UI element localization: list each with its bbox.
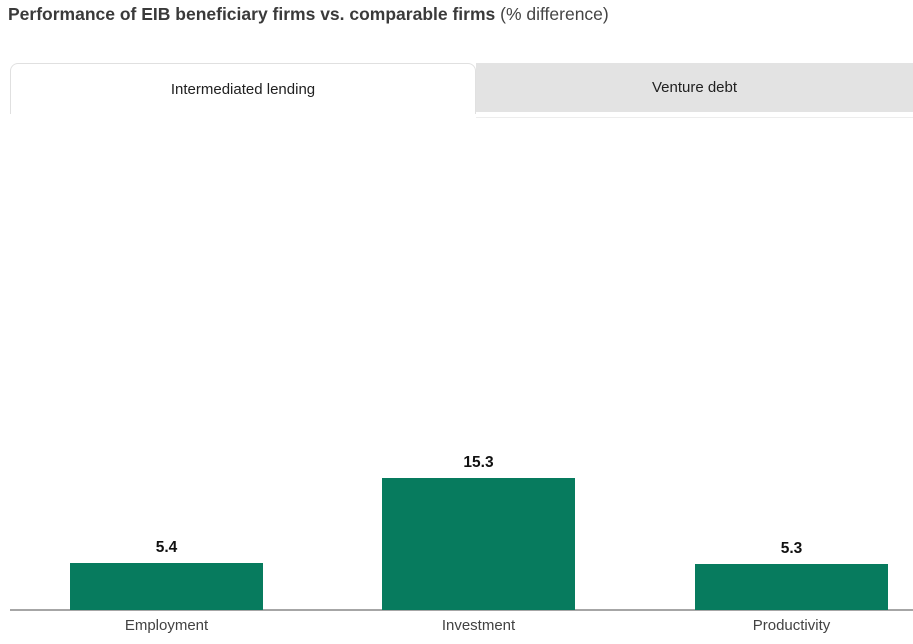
page-title-main: Performance of EIB beneficiary firms vs.… bbox=[8, 4, 496, 24]
x-axis-label: Productivity bbox=[752, 617, 831, 634]
tab-intermediated-lending-label: Intermediated lending bbox=[170, 80, 316, 98]
bar-productivity bbox=[695, 564, 888, 610]
tab-bar: Intermediated lending Venture debt bbox=[10, 63, 913, 114]
page-title: Performance of EIB beneficiary firms vs.… bbox=[8, 2, 609, 26]
page-title-suffix: (% difference) bbox=[495, 4, 609, 24]
x-axis-label: Investment bbox=[441, 617, 516, 634]
bar-value-label: 5.3 bbox=[780, 540, 803, 557]
tab-venture-debt-label: Venture debt bbox=[651, 79, 738, 96]
bar-value-label: 5.4 bbox=[155, 539, 178, 556]
bar-employment bbox=[70, 563, 263, 610]
tab-intermediated-lending[interactable]: Intermediated lending bbox=[10, 63, 476, 114]
x-axis-line bbox=[10, 609, 913, 611]
panel-top-edge bbox=[476, 117, 913, 118]
x-axis-label: Employment bbox=[124, 617, 209, 634]
bar-investment bbox=[382, 478, 575, 610]
bar-value-label: 15.3 bbox=[463, 454, 494, 471]
tab-venture-debt[interactable]: Venture debt bbox=[476, 63, 913, 112]
